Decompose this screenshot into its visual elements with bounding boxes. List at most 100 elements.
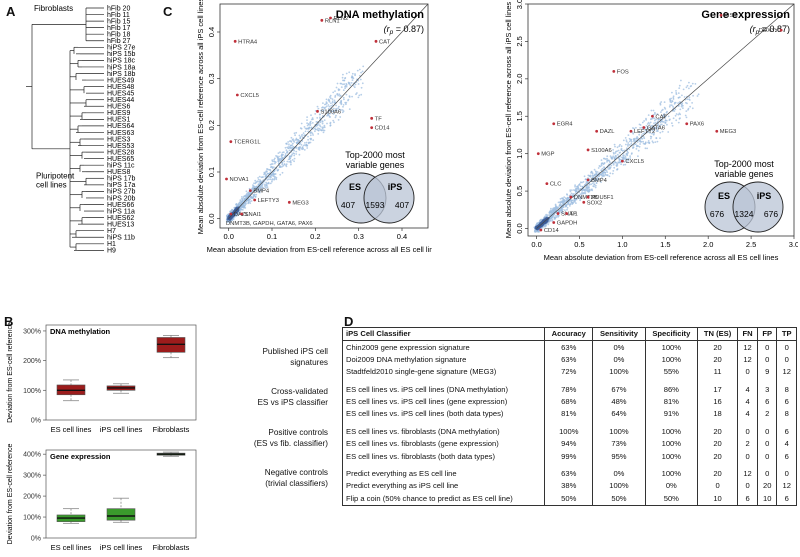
classifier-metric-cell: 6 [776,450,797,463]
boxplot-ylabel: Deviation from ES-cell reference [7,444,14,545]
venn-count-ips-only: 676 [764,209,778,219]
scatter-point [566,198,569,201]
scatter-point [608,175,611,178]
scatter-point [547,214,549,216]
table-spacer-cell [776,420,797,426]
scatter-point [260,176,263,179]
scatter-point [646,147,648,150]
table-spacer-row [341,378,797,384]
scatter-point [586,184,589,187]
scatter-point [604,173,607,176]
scatter-point [593,168,596,171]
scatter-point [292,145,295,148]
scatter-point [620,148,623,151]
scatter-point [237,209,240,212]
scatter-point [601,167,604,170]
scatter-point [279,157,282,160]
scatter-point [656,127,659,129]
scatter-point [642,132,645,135]
scatter-point [659,124,662,126]
scatter-point [326,122,328,125]
scatter-point [667,131,670,133]
scatter-gene-label: SNAI1 [561,212,578,218]
scatter-point [294,134,296,137]
classifier-group-label-line: (trivial classifiers) [265,479,328,489]
scatter-point [348,71,351,74]
scatter-point [679,108,682,111]
scatter-point [273,166,275,169]
scatter-gene-label: DDX3Y [759,28,778,34]
scatter-point [616,153,619,156]
classifier-metric-cell: 48% [592,395,646,409]
scatter-point [241,196,243,198]
scatter-point [654,121,657,124]
scatter-point [627,143,629,146]
scatter-point [289,147,292,150]
boxplot-ytick-label: 200% [23,494,41,501]
classifier-name-cell: ES cell lines vs. iPS cell lines (gene e… [341,395,545,409]
classifier-metric-cell: 0% [592,353,646,367]
classifier-metric-cell: 73% [592,438,646,451]
scatter-highlight-point [248,189,252,193]
scatter-point [271,160,274,163]
scatter-point [550,207,552,210]
scatter-point [643,137,646,140]
scatter-point [689,105,691,108]
classifier-metric-cell: 9 [757,366,778,379]
scatter-point [659,103,662,106]
scatter-point [609,161,611,164]
classifier-metric-cell: 86% [644,383,699,396]
scatter-point [345,72,348,75]
scatter-point [596,173,598,176]
scatter-point [639,143,641,145]
classifier-metric-cell: 12 [737,353,759,367]
scatter-point [536,222,539,224]
table-spacer-cell [644,462,699,468]
scatter-point [345,93,348,96]
scatter-gene-label: CLC [550,182,562,188]
scatter-point [630,142,633,145]
classifier-metric-cell: 100% [644,450,699,463]
scatter-point [591,182,594,185]
venn-count-both: 1324 [735,209,754,219]
classifier-table: iPS Cell Classifier Accuracy Sensitivity Sp… [341,326,797,506]
scatter-point [243,205,246,208]
scatter-point [285,163,288,166]
boxplot-ytick-label: 100% [23,388,41,395]
scatter-point [266,186,269,189]
scatter-point [362,65,365,68]
scatter-point [629,138,632,141]
scatter-point [628,148,631,151]
venn-title-line-2: variable genes [715,169,774,179]
scatter-point [691,107,694,110]
table-row: ES cell lines vs. fibroblasts (DNA methy… [341,425,797,438]
scatter-point [650,137,652,140]
boxplot-category-label: ES cell lines [51,425,92,434]
classifier-metric-cell: 100% [644,353,699,367]
scatter-point [651,140,654,143]
scatter-point [580,192,583,195]
scatter-point [276,156,279,159]
scatter-point [277,169,279,172]
scatter-point [622,164,625,166]
scatter-point [245,202,247,205]
scatter-point [303,149,306,151]
scatter-point [323,124,326,127]
scatter-point [331,100,334,103]
scatter-point [640,140,643,143]
scatter-point [561,209,563,212]
scatter-point [269,182,272,185]
scatter-point [623,160,626,163]
scatter-point [600,181,602,184]
scatter-point [553,216,556,219]
dendrogram-leaf-label: hFib 17 [107,25,130,32]
scatter-point [352,84,355,87]
scatter-point [584,192,587,195]
dendrogram-leaf-label: HUES13 [107,221,134,228]
table-spacer-cell [341,378,545,384]
dendrogram-leaf-label: hiPS 11b [107,235,135,242]
scatter-ytick-label: 0.2 [207,120,216,130]
scatter-point [626,153,629,155]
scatter-point [301,148,304,151]
dendrogram-leaf-label: hiPS 17a [107,182,136,189]
